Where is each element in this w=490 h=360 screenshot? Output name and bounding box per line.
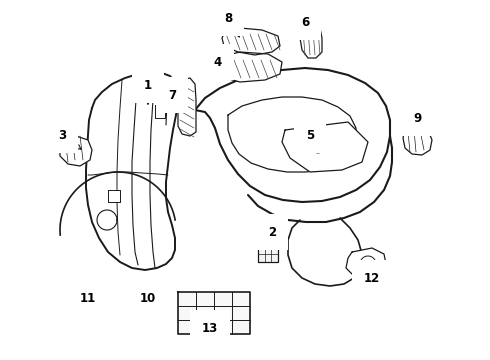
Polygon shape: [403, 126, 432, 155]
Text: 11: 11: [80, 284, 96, 305]
Text: 4: 4: [214, 55, 224, 76]
Polygon shape: [300, 24, 322, 58]
Polygon shape: [178, 78, 196, 136]
Polygon shape: [212, 52, 282, 82]
Polygon shape: [195, 68, 390, 202]
Polygon shape: [60, 136, 92, 166]
Text: 1: 1: [144, 78, 152, 104]
Text: 13: 13: [202, 314, 218, 334]
Polygon shape: [346, 248, 386, 278]
Text: 7: 7: [168, 89, 178, 108]
Text: 10: 10: [140, 284, 156, 305]
Text: 2: 2: [268, 225, 276, 246]
Polygon shape: [282, 122, 368, 172]
Text: 5: 5: [306, 129, 315, 148]
Polygon shape: [258, 238, 278, 262]
Polygon shape: [228, 97, 356, 172]
Text: 9: 9: [414, 112, 422, 131]
Polygon shape: [178, 292, 250, 334]
Polygon shape: [108, 190, 120, 202]
Text: 3: 3: [58, 129, 81, 149]
Polygon shape: [155, 105, 165, 118]
Text: 12: 12: [364, 266, 380, 284]
Polygon shape: [86, 72, 178, 270]
Text: 6: 6: [301, 15, 310, 34]
Polygon shape: [222, 28, 280, 55]
Text: 8: 8: [224, 12, 240, 37]
